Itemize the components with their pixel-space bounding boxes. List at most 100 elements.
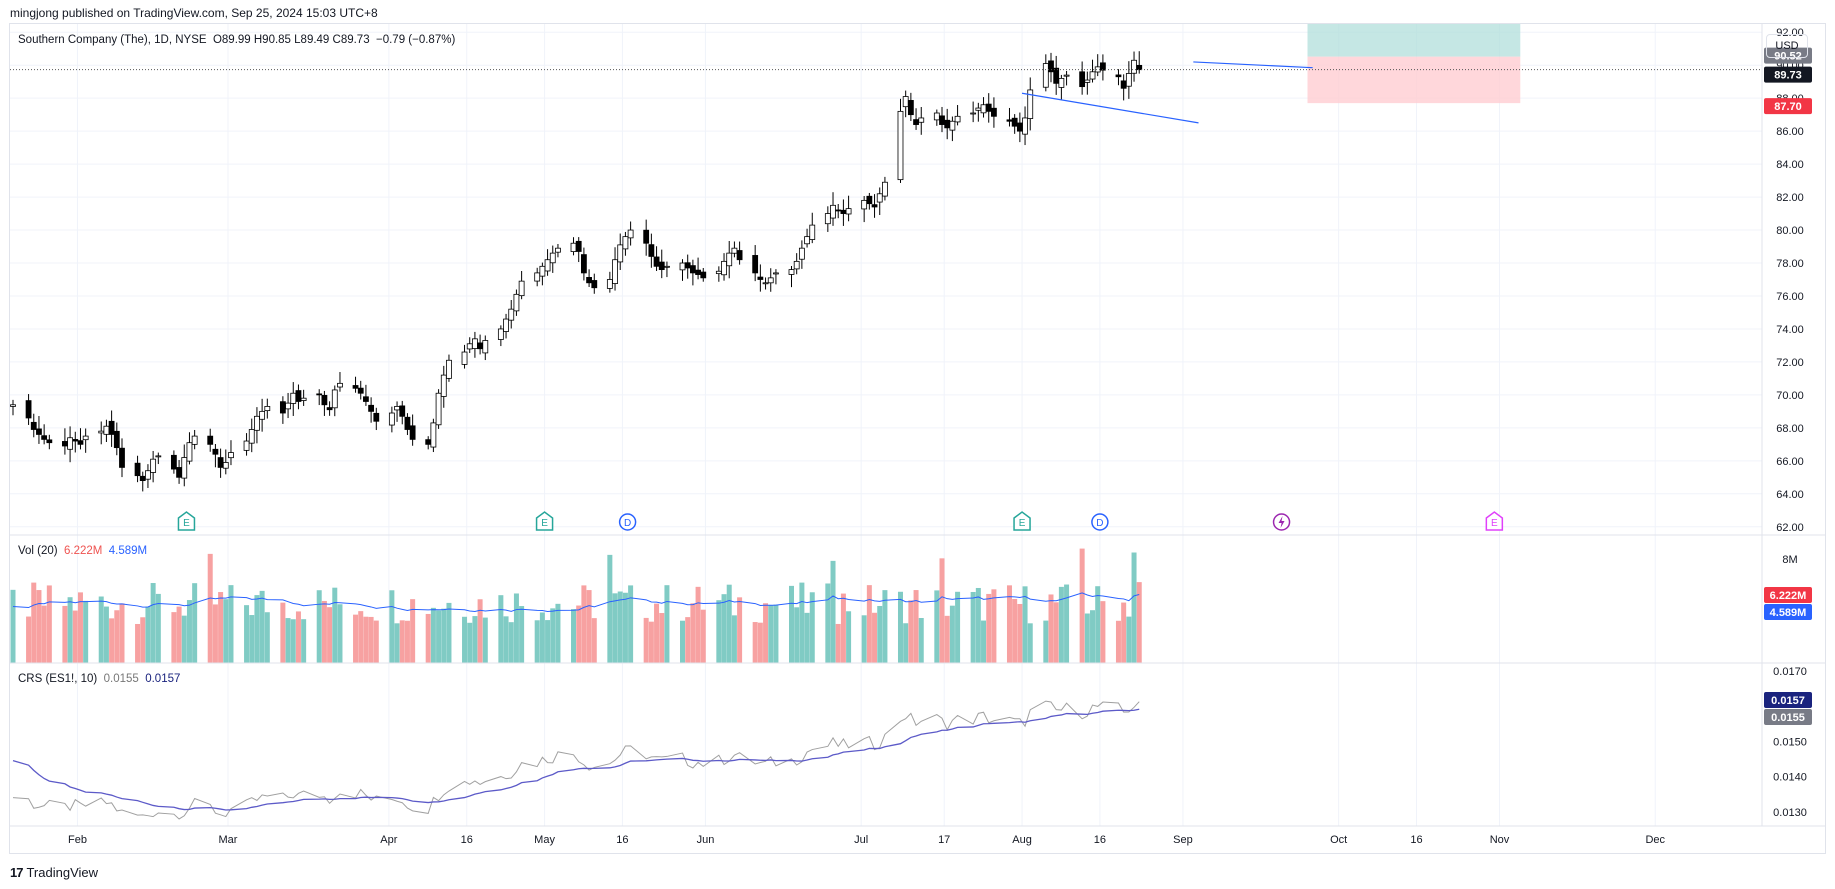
earnings-marker (1013, 511, 1031, 531)
volume-bar (877, 605, 883, 663)
volume-bar (171, 612, 177, 663)
time-tick-label: Jun (697, 834, 715, 846)
target-price-label: 90.52 (1774, 51, 1802, 63)
volume-bar (882, 590, 888, 663)
candle-body (248, 429, 255, 444)
volume-bar (404, 620, 410, 663)
ohlc-values: O89.99 H90.85 L89.49 C89.73 (212, 34, 370, 46)
candle-body (46, 439, 53, 444)
axes: 62.00 64.00 66.00 68.00 70.00 72.00 74.00 76.00… (10, 24, 1825, 846)
crs-ma-value: 0.0157 (145, 673, 181, 685)
candle-body (363, 396, 369, 402)
volume-bar (773, 604, 779, 663)
candle-body (809, 224, 816, 240)
candle-body (555, 247, 561, 253)
candle-body (217, 457, 224, 468)
crs-tick-label: 0.0130 (1773, 807, 1807, 819)
candle-body (77, 440, 84, 445)
candlestick-series (10, 51, 1762, 492)
volume-bar (508, 622, 514, 663)
candle-body (845, 208, 852, 215)
currency-button[interactable]: USD (1766, 34, 1808, 58)
volume-bar (98, 596, 104, 663)
volume-bar (186, 600, 192, 663)
candle-body (295, 390, 302, 402)
candle-body (497, 328, 504, 340)
earnings-marker (1485, 511, 1504, 531)
volume-bar (1012, 598, 1018, 663)
last-price-label: 89.73 (1774, 70, 1802, 82)
volume-bar (223, 599, 229, 663)
candle-body (1136, 64, 1143, 71)
crs-tick-label: 0.0140 (1773, 772, 1807, 784)
price-labels: 90.52 89.73 87.70 6.222M 4.589M 0.0157 0.0155 (1764, 47, 1812, 725)
footer-brand[interactable]: 17 TradingView (10, 865, 98, 880)
volume-bar (716, 600, 722, 663)
volume-bar (835, 623, 841, 663)
candle-body (736, 250, 743, 261)
candle-body (446, 359, 452, 379)
volume-bar (467, 622, 473, 663)
stop-price-label-bg (1764, 98, 1812, 115)
candle-body (679, 262, 686, 271)
candle-body (222, 462, 229, 469)
volume-bar (1126, 616, 1132, 663)
volume-bar (446, 602, 452, 663)
price-change: −0.79 (−0.87%) (376, 34, 456, 46)
volume-bar (295, 611, 301, 663)
time-tick-label: Sep (1173, 834, 1193, 846)
candle-body (991, 107, 997, 117)
volume-bar (1058, 586, 1064, 663)
volume-bar (26, 616, 32, 663)
candle-body (1042, 63, 1049, 88)
volume-bar (36, 590, 42, 663)
candle-body (954, 115, 961, 123)
crs-ma-label: 0.0157 (1771, 695, 1805, 707)
volume-bar (77, 592, 83, 663)
candle-body (798, 247, 805, 260)
candle-body (1006, 119, 1013, 122)
volume-bar (918, 618, 924, 663)
candle-body (36, 428, 42, 435)
volume-bar (1048, 594, 1054, 663)
volume-bar (441, 608, 447, 663)
volume-bar (285, 618, 291, 663)
candle-body (466, 343, 473, 350)
candle-body (539, 265, 546, 277)
trendline (1193, 61, 1313, 69)
volume-bar (519, 606, 525, 663)
volume-bar (207, 553, 213, 663)
volume-bar (1090, 610, 1096, 663)
candle-body (824, 213, 831, 225)
brand-name: TradingView (26, 865, 99, 880)
volume-bar (986, 593, 992, 663)
candle-body (612, 259, 618, 284)
volume-bar (1121, 602, 1127, 663)
volume-bar (337, 604, 343, 663)
volume-bar (866, 585, 872, 663)
target-price-label-bg (1764, 47, 1812, 64)
candle-body (1125, 73, 1132, 87)
candle-body (139, 475, 146, 482)
volume-bar (498, 595, 504, 663)
candle-body (752, 255, 759, 274)
price-tick-label: 82.00 (1776, 192, 1804, 204)
grid-lines (10, 24, 1762, 826)
volume-ma-value: 4.589M (108, 545, 148, 557)
crs-tick-label: 0.0150 (1773, 736, 1807, 748)
volume-bar (1017, 603, 1023, 663)
volume-bar (981, 620, 987, 663)
volume-bar (571, 609, 577, 663)
time-tick-label: Feb (68, 834, 87, 846)
volume-bar (394, 623, 400, 663)
volume-bar (830, 560, 836, 663)
candle-body (944, 119, 951, 129)
candle-body (67, 437, 73, 450)
volume-bar (150, 583, 156, 663)
candle-body (212, 448, 219, 455)
volume-bar (861, 615, 867, 663)
volume-bar (228, 585, 234, 663)
volume-bar (872, 612, 878, 663)
event-marker-label: D (624, 518, 631, 529)
